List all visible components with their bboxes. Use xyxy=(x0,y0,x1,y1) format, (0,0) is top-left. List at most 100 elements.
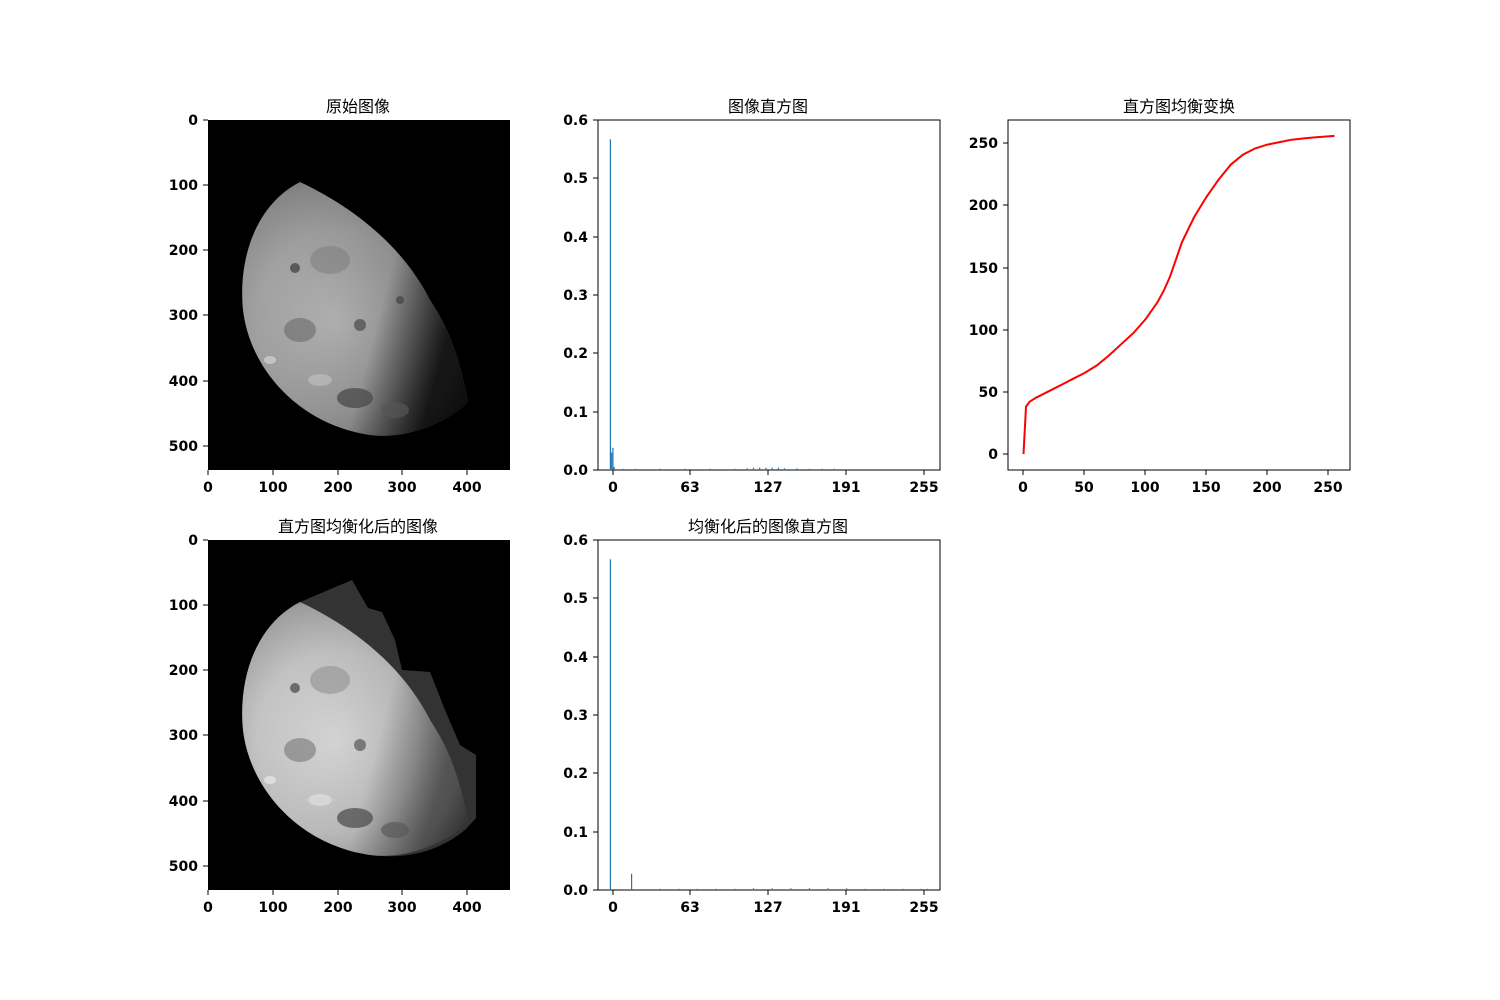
histogram-bar xyxy=(678,888,680,890)
y-tick-label: 0 xyxy=(188,533,198,549)
subplot-equalized-histogram: 均衡化后的图像直方图 0 63 127 191 255 0.0 0.1 0.2 xyxy=(563,517,941,916)
histogram-bar xyxy=(684,468,686,470)
histogram-bar xyxy=(613,467,615,470)
subplot-original-image: 原始图像 0 100 200 300 400 xyxy=(169,97,510,496)
y-tick-label: 200 xyxy=(169,243,198,259)
histogram-bar xyxy=(609,139,611,471)
x-tick-label: 100 xyxy=(1130,480,1159,496)
histogram-bar xyxy=(790,888,792,891)
histogram-bar xyxy=(771,888,773,891)
histogram-bar xyxy=(759,467,761,470)
histogram-bar xyxy=(765,467,767,470)
y-tick-label: 0.5 xyxy=(563,171,588,187)
histogram-bar xyxy=(611,452,613,470)
moon-equalized-image xyxy=(242,580,476,857)
y-tick-label: 0 xyxy=(188,113,198,129)
transform-curve-line xyxy=(1022,134,1335,455)
x-tick-label: 127 xyxy=(753,900,782,916)
histogram-bar xyxy=(883,888,885,890)
y-tick-label: 100 xyxy=(969,323,998,339)
y-tick-label: 0.1 xyxy=(563,825,588,841)
y-tick-label: 200 xyxy=(969,198,998,214)
histogram-bar xyxy=(734,888,736,890)
y-axis-ticks: 0.0 0.1 0.2 0.3 0.4 0.5 0.6 xyxy=(563,113,598,479)
x-tick-label: 400 xyxy=(452,480,481,496)
histogram-bars xyxy=(609,559,929,891)
histogram-bar xyxy=(777,467,779,470)
y-tick-label: 50 xyxy=(979,385,999,401)
histogram-bar xyxy=(659,888,661,890)
y-tick-label: 0.2 xyxy=(563,346,588,362)
y-tick-label: 300 xyxy=(169,308,198,324)
histogram-bar xyxy=(696,888,699,890)
subplot-title: 原始图像 xyxy=(326,97,390,116)
y-tick-label: 0.0 xyxy=(563,883,588,899)
x-tick-label: 100 xyxy=(258,480,287,496)
histogram-bar xyxy=(808,468,810,470)
x-tick-label: 200 xyxy=(323,480,352,496)
histogram-bar xyxy=(715,888,717,890)
subplot-title: 直方图均衡化后的图像 xyxy=(278,517,438,536)
histogram-bar xyxy=(927,888,929,890)
subplot-title: 均衡化后的图像直方图 xyxy=(688,517,848,536)
y-axis-ticks: 0.0 0.1 0.2 0.3 0.4 0.5 0.6 xyxy=(563,533,598,899)
histogram-bar xyxy=(846,469,848,470)
x-tick-label: 400 xyxy=(452,900,481,916)
x-tick-label: 200 xyxy=(1252,480,1281,496)
subplot-title: 图像直方图 xyxy=(728,97,808,116)
y-tick-label: 150 xyxy=(969,261,998,277)
y-tick-label: 100 xyxy=(169,598,198,614)
x-axis-ticks: 0 63 127 191 255 xyxy=(608,470,939,496)
histogram-bar xyxy=(833,468,835,470)
histogram-bar xyxy=(796,468,798,471)
histogram-bar xyxy=(920,888,922,890)
x-tick-label: 255 xyxy=(909,900,938,916)
y-tick-label: 0.4 xyxy=(563,650,588,666)
x-tick-label: 0 xyxy=(608,480,618,496)
subplot-transform-curve: 直方图均衡变换 0 50 100 150 200 250 0 50 100 xyxy=(969,97,1351,496)
axes-frame xyxy=(597,119,941,471)
x-axis-ticks: 0 100 200 300 400 xyxy=(203,890,482,916)
histogram-bars xyxy=(609,139,848,471)
x-tick-label: 0 xyxy=(203,900,213,916)
histogram-bar xyxy=(771,467,773,470)
y-tick-label: 0.1 xyxy=(563,405,588,421)
x-tick-label: 63 xyxy=(680,900,699,916)
y-axis-ticks: 0 100 200 300 400 500 xyxy=(169,113,208,455)
histogram-bar xyxy=(746,468,748,471)
y-tick-label: 400 xyxy=(169,794,198,810)
x-tick-label: 50 xyxy=(1074,480,1094,496)
y-tick-label: 0.5 xyxy=(563,591,588,607)
moon-image xyxy=(242,182,468,436)
x-tick-label: 250 xyxy=(1313,480,1342,496)
histogram-bar xyxy=(622,468,624,470)
y-tick-label: 200 xyxy=(169,663,198,679)
y-tick-label: 250 xyxy=(969,136,998,152)
x-tick-label: 300 xyxy=(387,480,416,496)
subplot-title: 直方图均衡变换 xyxy=(1123,97,1235,116)
histogram-bar xyxy=(634,468,636,470)
x-tick-label: 100 xyxy=(258,900,287,916)
x-tick-label: 255 xyxy=(909,480,938,496)
y-tick-label: 0.4 xyxy=(563,230,588,246)
subplot-equalized-image: 直方图均衡化后的图像 0 100 200 300 400 xyxy=(169,517,510,916)
axes-frame xyxy=(597,539,941,891)
histogram-bar xyxy=(827,888,829,891)
x-tick-label: 150 xyxy=(1191,480,1220,496)
y-tick-label: 0.2 xyxy=(563,766,588,782)
y-axis-ticks: 0 50 100 150 200 250 xyxy=(969,136,1008,463)
y-tick-label: 300 xyxy=(169,728,198,744)
y-tick-label: 400 xyxy=(169,374,198,390)
y-tick-label: 100 xyxy=(169,178,198,194)
x-tick-label: 300 xyxy=(387,900,416,916)
histogram-bar xyxy=(612,447,614,470)
histogram-bar xyxy=(659,468,661,470)
histogram-bar xyxy=(631,873,633,890)
histogram-bar xyxy=(783,468,786,471)
y-tick-label: 0.3 xyxy=(563,708,588,724)
x-axis-ticks: 0 63 127 191 255 xyxy=(608,890,939,916)
y-axis-ticks: 0 100 200 300 400 500 xyxy=(169,533,208,875)
x-tick-label: 127 xyxy=(753,480,782,496)
y-tick-label: 0.3 xyxy=(563,288,588,304)
